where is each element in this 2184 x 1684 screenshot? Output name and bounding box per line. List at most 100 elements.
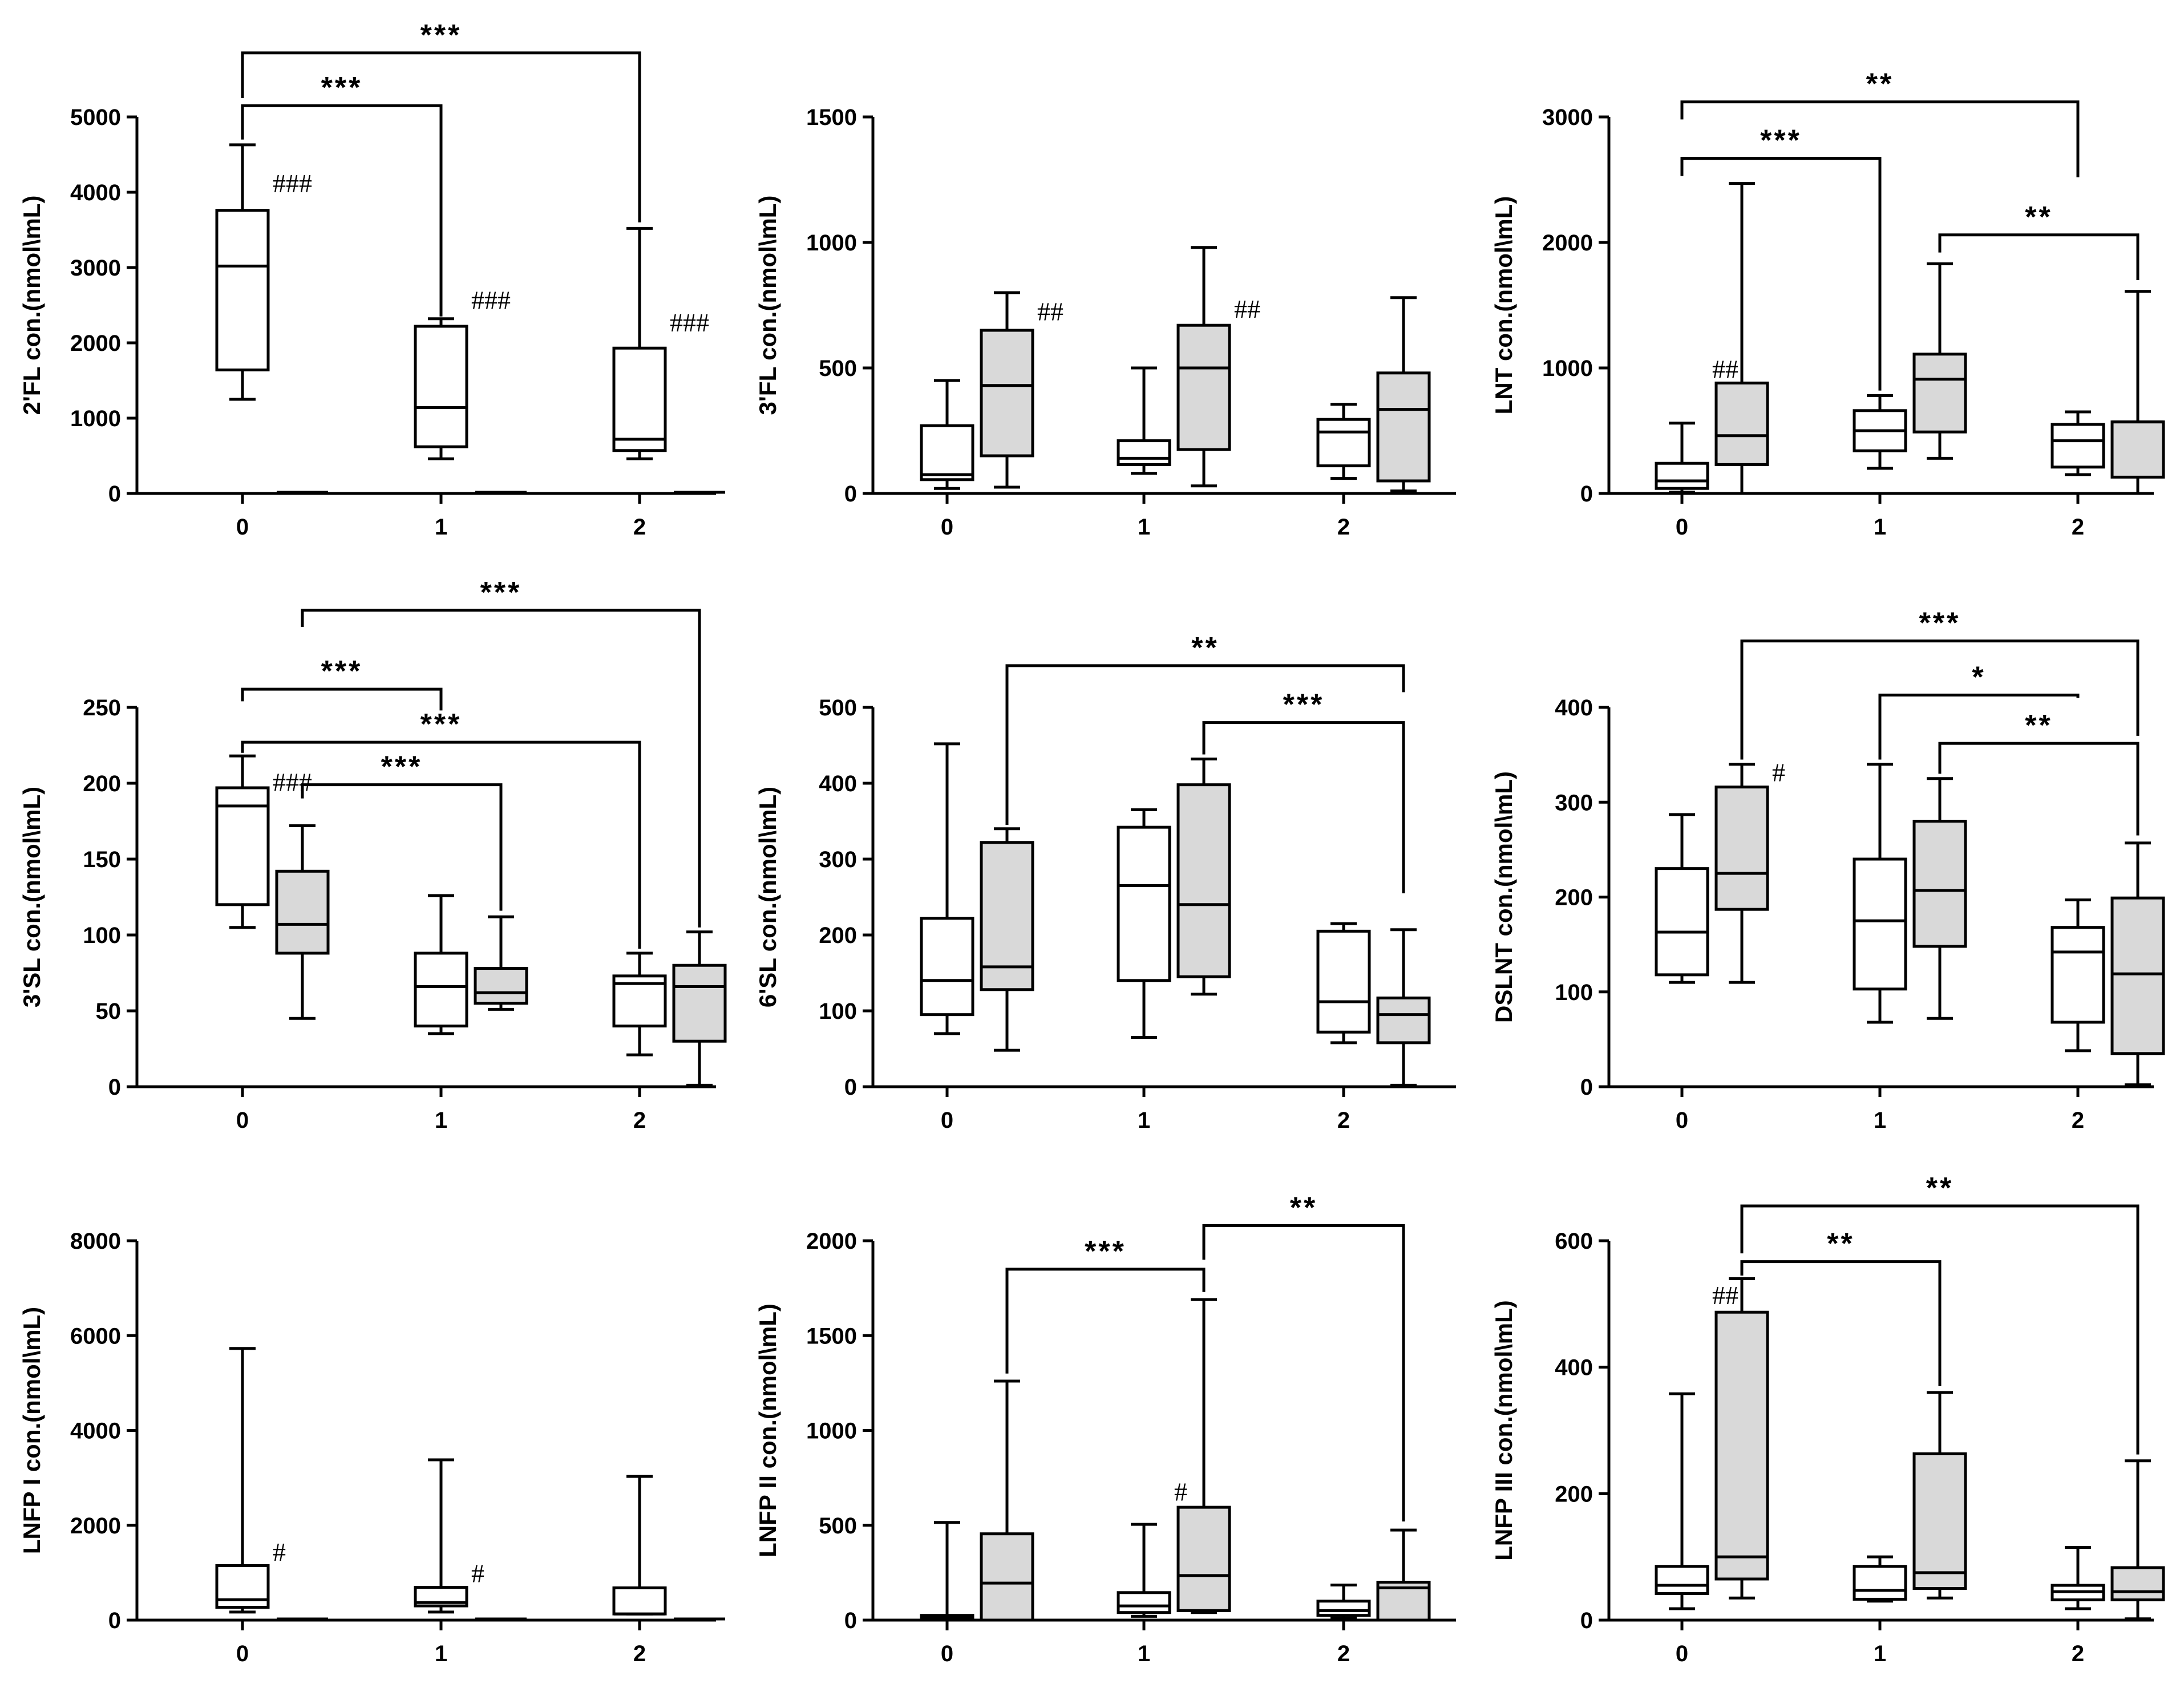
significance-label: *** bbox=[1760, 124, 1802, 157]
y-tick-label: 500 bbox=[819, 356, 857, 381]
x-tick-label: 2 bbox=[633, 1641, 646, 1666]
hash-mark: ## bbox=[1712, 1281, 1738, 1310]
y-tick-label: 500 bbox=[819, 695, 857, 720]
y-tick-label: 200 bbox=[83, 771, 121, 796]
chart-panel: 0 200 400 600 0 1 2 LNFP III con.(nmol\mL) ** ** #… bbox=[1490, 1172, 2165, 1666]
y-axis-label: LNFP I con.(nmol\mL) bbox=[18, 1307, 45, 1554]
box-iqr bbox=[2110, 1566, 2165, 1602]
y-tick-label: 2000 bbox=[70, 331, 121, 356]
box-group-a bbox=[1316, 403, 1371, 480]
significance-bracket bbox=[1938, 742, 2139, 836]
y-tick-label: 0 bbox=[108, 481, 121, 507]
y-axis-label: LNFP III con.(nmol\mL) bbox=[1490, 1300, 1517, 1561]
y-tick-label: 500 bbox=[819, 1513, 857, 1539]
box-group-a bbox=[414, 894, 468, 1035]
significance-label: ** bbox=[1290, 1191, 1317, 1224]
box-group-a bbox=[215, 143, 270, 401]
box-iqr bbox=[1714, 786, 1769, 911]
x-tick-label: 1 bbox=[1874, 1108, 1886, 1133]
significance-bracket bbox=[241, 51, 641, 222]
significance-label: ** bbox=[1866, 68, 1894, 101]
box-iqr bbox=[1655, 1565, 1709, 1595]
box-iqr bbox=[1117, 439, 1171, 466]
x-tick-label: 1 bbox=[1874, 515, 1886, 540]
y-axis-label: 3'SL con.(nmol\mL) bbox=[18, 787, 45, 1007]
y-tick-label: 1500 bbox=[806, 1323, 857, 1349]
box-group-b bbox=[275, 824, 330, 1020]
chart-panel: 0 2000 4000 6000 8000 0 1 2 LNFP I con.(nmol\mL)… bbox=[18, 1229, 725, 1666]
x-tick-label: 2 bbox=[633, 1108, 646, 1133]
x-tick-label: 0 bbox=[941, 515, 953, 540]
box-iqr bbox=[2110, 896, 2165, 1055]
box-iqr bbox=[980, 329, 1034, 458]
box-group-b bbox=[1912, 777, 1967, 1020]
y-axis-label: LNT con.(nmol\mL) bbox=[1490, 196, 1517, 415]
y-tick-label: 1000 bbox=[1542, 356, 1593, 381]
x-tick-label: 2 bbox=[1337, 1108, 1350, 1133]
box-group-a bbox=[414, 317, 468, 460]
box-iqr bbox=[1655, 867, 1709, 977]
y-tick-label: 0 bbox=[108, 1608, 121, 1633]
chart-panel: 0 500 1000 1500 2000 0 1 2 LNFP II con.(nmol\mL)… bbox=[754, 1191, 1456, 1666]
box-group-b bbox=[1376, 928, 1431, 1087]
y-tick-label: 0 bbox=[1580, 481, 1593, 507]
significance-bracket bbox=[1202, 721, 1405, 893]
box-group-b bbox=[2110, 1459, 2165, 1621]
y-tick-label: 200 bbox=[1555, 885, 1593, 910]
x-tick-label: 0 bbox=[941, 1108, 953, 1133]
significance-label: *** bbox=[1085, 1235, 1126, 1268]
box-group-a bbox=[2050, 898, 2105, 1052]
box-iqr bbox=[1117, 1591, 1171, 1614]
y-tick-label: 100 bbox=[819, 999, 857, 1024]
box-iqr bbox=[2050, 926, 2105, 1024]
significance-label: *** bbox=[381, 751, 423, 784]
hash-mark: ## bbox=[1037, 297, 1063, 326]
x-tick-label: 0 bbox=[236, 515, 249, 540]
significance-bracket bbox=[1740, 1260, 1942, 1386]
x-tick-label: 0 bbox=[236, 1108, 249, 1133]
box-group-a bbox=[414, 1458, 468, 1614]
significance-bracket bbox=[1740, 1204, 2139, 1455]
significance-bracket bbox=[1005, 1268, 1206, 1374]
x-tick-label: 0 bbox=[1676, 1108, 1688, 1133]
y-axis-label: 2'FL con.(nmol\mL) bbox=[18, 196, 45, 415]
y-tick-label: 300 bbox=[1555, 790, 1593, 815]
box-group-b bbox=[980, 291, 1034, 489]
box-group-a bbox=[1655, 813, 1709, 984]
significance-label: *** bbox=[1283, 689, 1325, 722]
y-tick-label: 0 bbox=[1580, 1075, 1593, 1100]
y-tick-label: 50 bbox=[96, 999, 122, 1024]
box-iqr bbox=[414, 325, 468, 448]
y-tick-label: 8000 bbox=[70, 1229, 121, 1254]
x-tick-label: 1 bbox=[1138, 1641, 1150, 1666]
box-iqr bbox=[1176, 1505, 1231, 1612]
significance-bracket bbox=[241, 740, 641, 949]
y-tick-label: 0 bbox=[844, 1075, 857, 1100]
x-tick-label: 2 bbox=[1337, 515, 1350, 540]
box-iqr bbox=[1714, 381, 1769, 466]
x-tick-label: 2 bbox=[2072, 515, 2084, 540]
box-group-b bbox=[2110, 290, 2165, 495]
y-tick-label: 100 bbox=[1555, 980, 1593, 1005]
box-group-a bbox=[1853, 394, 1907, 470]
y-tick-label: 0 bbox=[1580, 1608, 1593, 1633]
box-group-a bbox=[1117, 1523, 1171, 1618]
box-group-a bbox=[2050, 1546, 2105, 1610]
significance-label: ** bbox=[1191, 632, 1219, 665]
y-tick-label: 1000 bbox=[806, 1419, 857, 1444]
significance-bracket bbox=[241, 104, 443, 317]
x-tick-label: 1 bbox=[1874, 1641, 1886, 1666]
significance-bracket bbox=[1938, 233, 2139, 280]
box-iqr bbox=[1912, 353, 1967, 434]
box-group-a bbox=[1853, 763, 1907, 1024]
y-tick-label: 4000 bbox=[70, 1419, 121, 1444]
box-group-a bbox=[1655, 422, 1709, 494]
box-group-b bbox=[980, 827, 1034, 1052]
box-group-b bbox=[1714, 182, 1769, 495]
box-group-b bbox=[1376, 296, 1431, 493]
chart-panel: 0 1000 2000 3000 4000 5000 0 1 2 2'FL con.(nmol\m… bbox=[18, 19, 725, 540]
hash-mark: ## bbox=[1234, 294, 1260, 323]
y-tick-label: 3000 bbox=[70, 256, 121, 281]
x-tick-label: 2 bbox=[1337, 1641, 1350, 1666]
